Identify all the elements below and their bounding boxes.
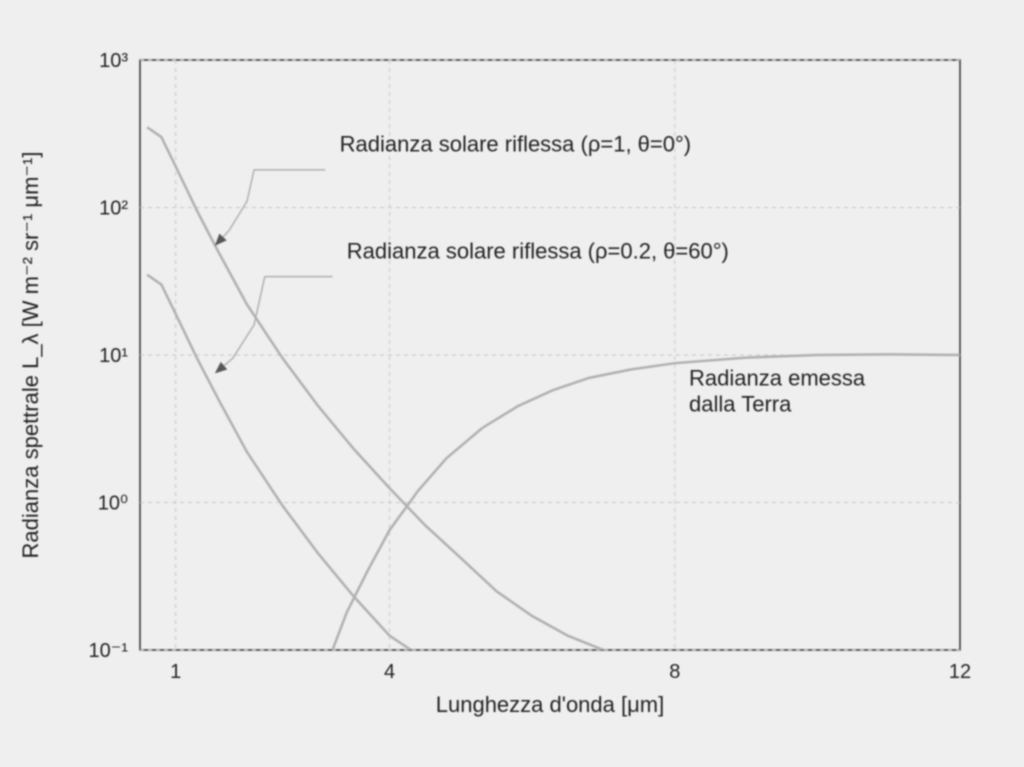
leader-ext-solar_rho1: [223, 230, 229, 237]
leader-ext-solar_rho02: [224, 358, 233, 365]
curve-solar_rho1: [147, 127, 603, 650]
y-tick-label: 10¹: [99, 345, 128, 367]
curve-solar_rho02: [147, 275, 411, 650]
radiance-chart: 10⁻¹ 10⁰ 10¹ 10² 10³ 1 4 8 12 Radianza spettrale …: [0, 0, 1024, 767]
leader-solar_rho1: [229, 170, 325, 231]
x-tick-label: 12: [949, 661, 971, 683]
y-tick-label: 10⁻¹: [89, 640, 129, 662]
x-tick-label: 4: [384, 661, 395, 683]
x-axis-label: Lunghezza d'onda [μm]: [436, 692, 664, 717]
x-tick-label: 1: [170, 661, 181, 683]
y-tick-label: 10³: [99, 50, 128, 72]
leader-solar_rho02: [233, 277, 333, 359]
chart-svg: 10⁻¹ 10⁰ 10¹ 10² 10³ 1 4 8 12 Radianza spettrale …: [0, 0, 1024, 767]
annotation-earth_emission: Radianza emessadalla Terra: [689, 366, 866, 417]
y-tick-label: 10⁰: [98, 493, 128, 515]
annotation-solar_rho1: Radianza solare riflessa (ρ=1, θ=0°): [340, 131, 691, 156]
annotation-solar_rho02: Radianza solare riflessa (ρ=0.2, θ=60°): [347, 239, 729, 264]
y-axis-label: Radianza spettrale L_λ [W m⁻² sr⁻¹ μm⁻¹]: [18, 152, 43, 559]
x-tick-label: 8: [669, 661, 680, 683]
y-tick-label: 10²: [99, 198, 128, 220]
